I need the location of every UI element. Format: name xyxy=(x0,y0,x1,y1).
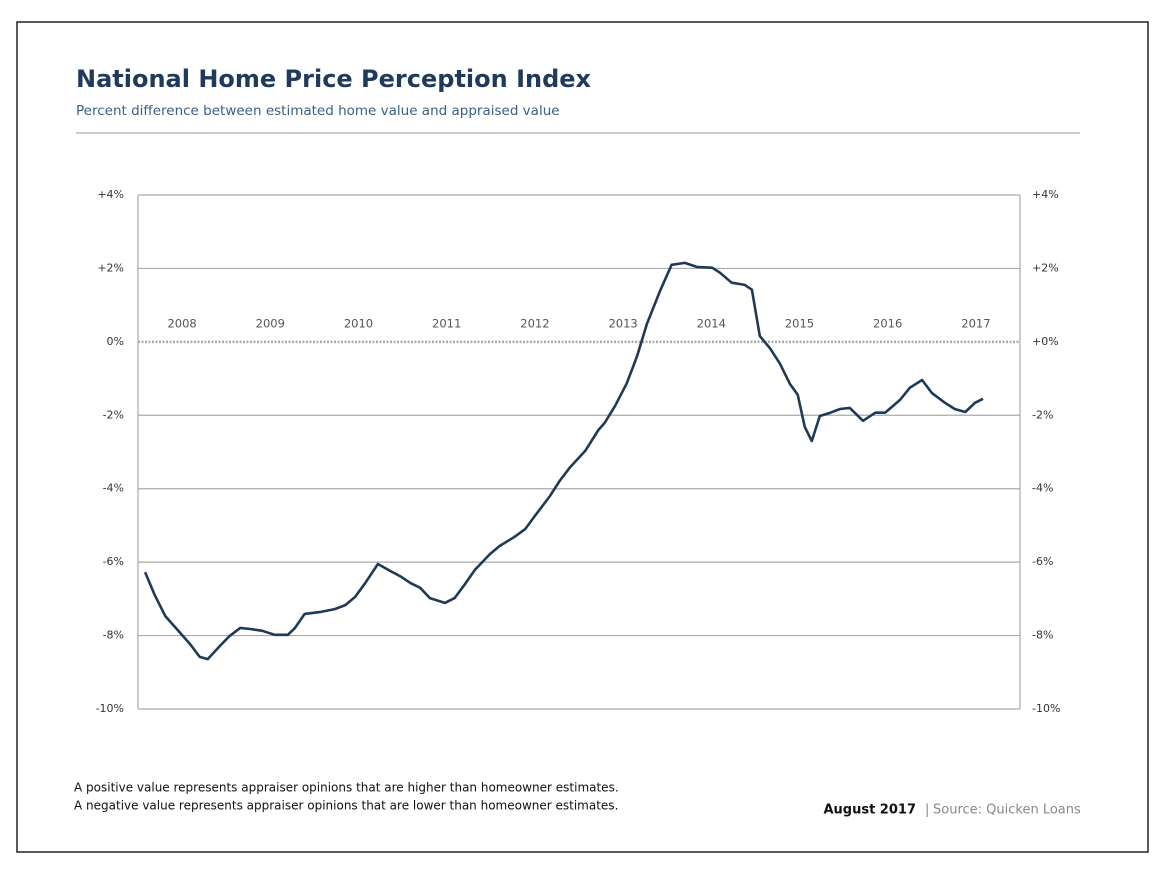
frame xyxy=(16,21,1149,853)
date: August 2017 xyxy=(823,803,916,818)
x-tick-label: 2011 xyxy=(432,316,461,330)
y-tick-label: -6% xyxy=(103,555,124,568)
y-tick-label: -8% xyxy=(103,629,124,642)
x-tick-label: 2015 xyxy=(785,316,814,330)
y-tick-label: +2% xyxy=(97,261,124,274)
y-tick-label: -10% xyxy=(96,702,124,715)
chart-title: National Home Price Perception Index xyxy=(76,65,592,93)
separator: | xyxy=(925,803,929,818)
y2-tick-label: +0% xyxy=(1032,335,1059,348)
x-tick-label: 2008 xyxy=(167,316,196,330)
chart-subtitle: Percent difference between estimated hom… xyxy=(76,103,560,119)
y2-tick-label: -4% xyxy=(1032,482,1053,495)
x-tick-label: 2010 xyxy=(344,316,373,330)
y2-tick-label: -8% xyxy=(1032,629,1053,642)
y-tick-label: 0% xyxy=(107,335,124,348)
x-tick-label: 2016 xyxy=(873,316,902,330)
y-tick-label: +4% xyxy=(97,188,124,201)
note: A negative value represents appraiser op… xyxy=(74,799,618,813)
x-tick-label: 2009 xyxy=(256,316,285,330)
y-tick-label: -4% xyxy=(103,482,124,495)
x-tick-label: 2017 xyxy=(961,316,990,330)
x-tick-label: 2014 xyxy=(697,316,726,330)
note: A positive value represents appraiser op… xyxy=(74,781,619,795)
x-tick-label: 2013 xyxy=(608,316,637,330)
y-tick-label: -2% xyxy=(103,408,124,421)
y2-tick-label: +2% xyxy=(1032,261,1059,274)
y2-tick-label: -6% xyxy=(1032,555,1053,568)
y2-tick-label: -2% xyxy=(1032,408,1053,421)
source: Source: Quicken Loans xyxy=(933,803,1081,818)
y2-tick-label: -10% xyxy=(1032,702,1060,715)
x-tick-label: 2012 xyxy=(520,316,549,330)
data-line xyxy=(143,261,984,661)
y2-tick-label: +4% xyxy=(1032,188,1059,201)
